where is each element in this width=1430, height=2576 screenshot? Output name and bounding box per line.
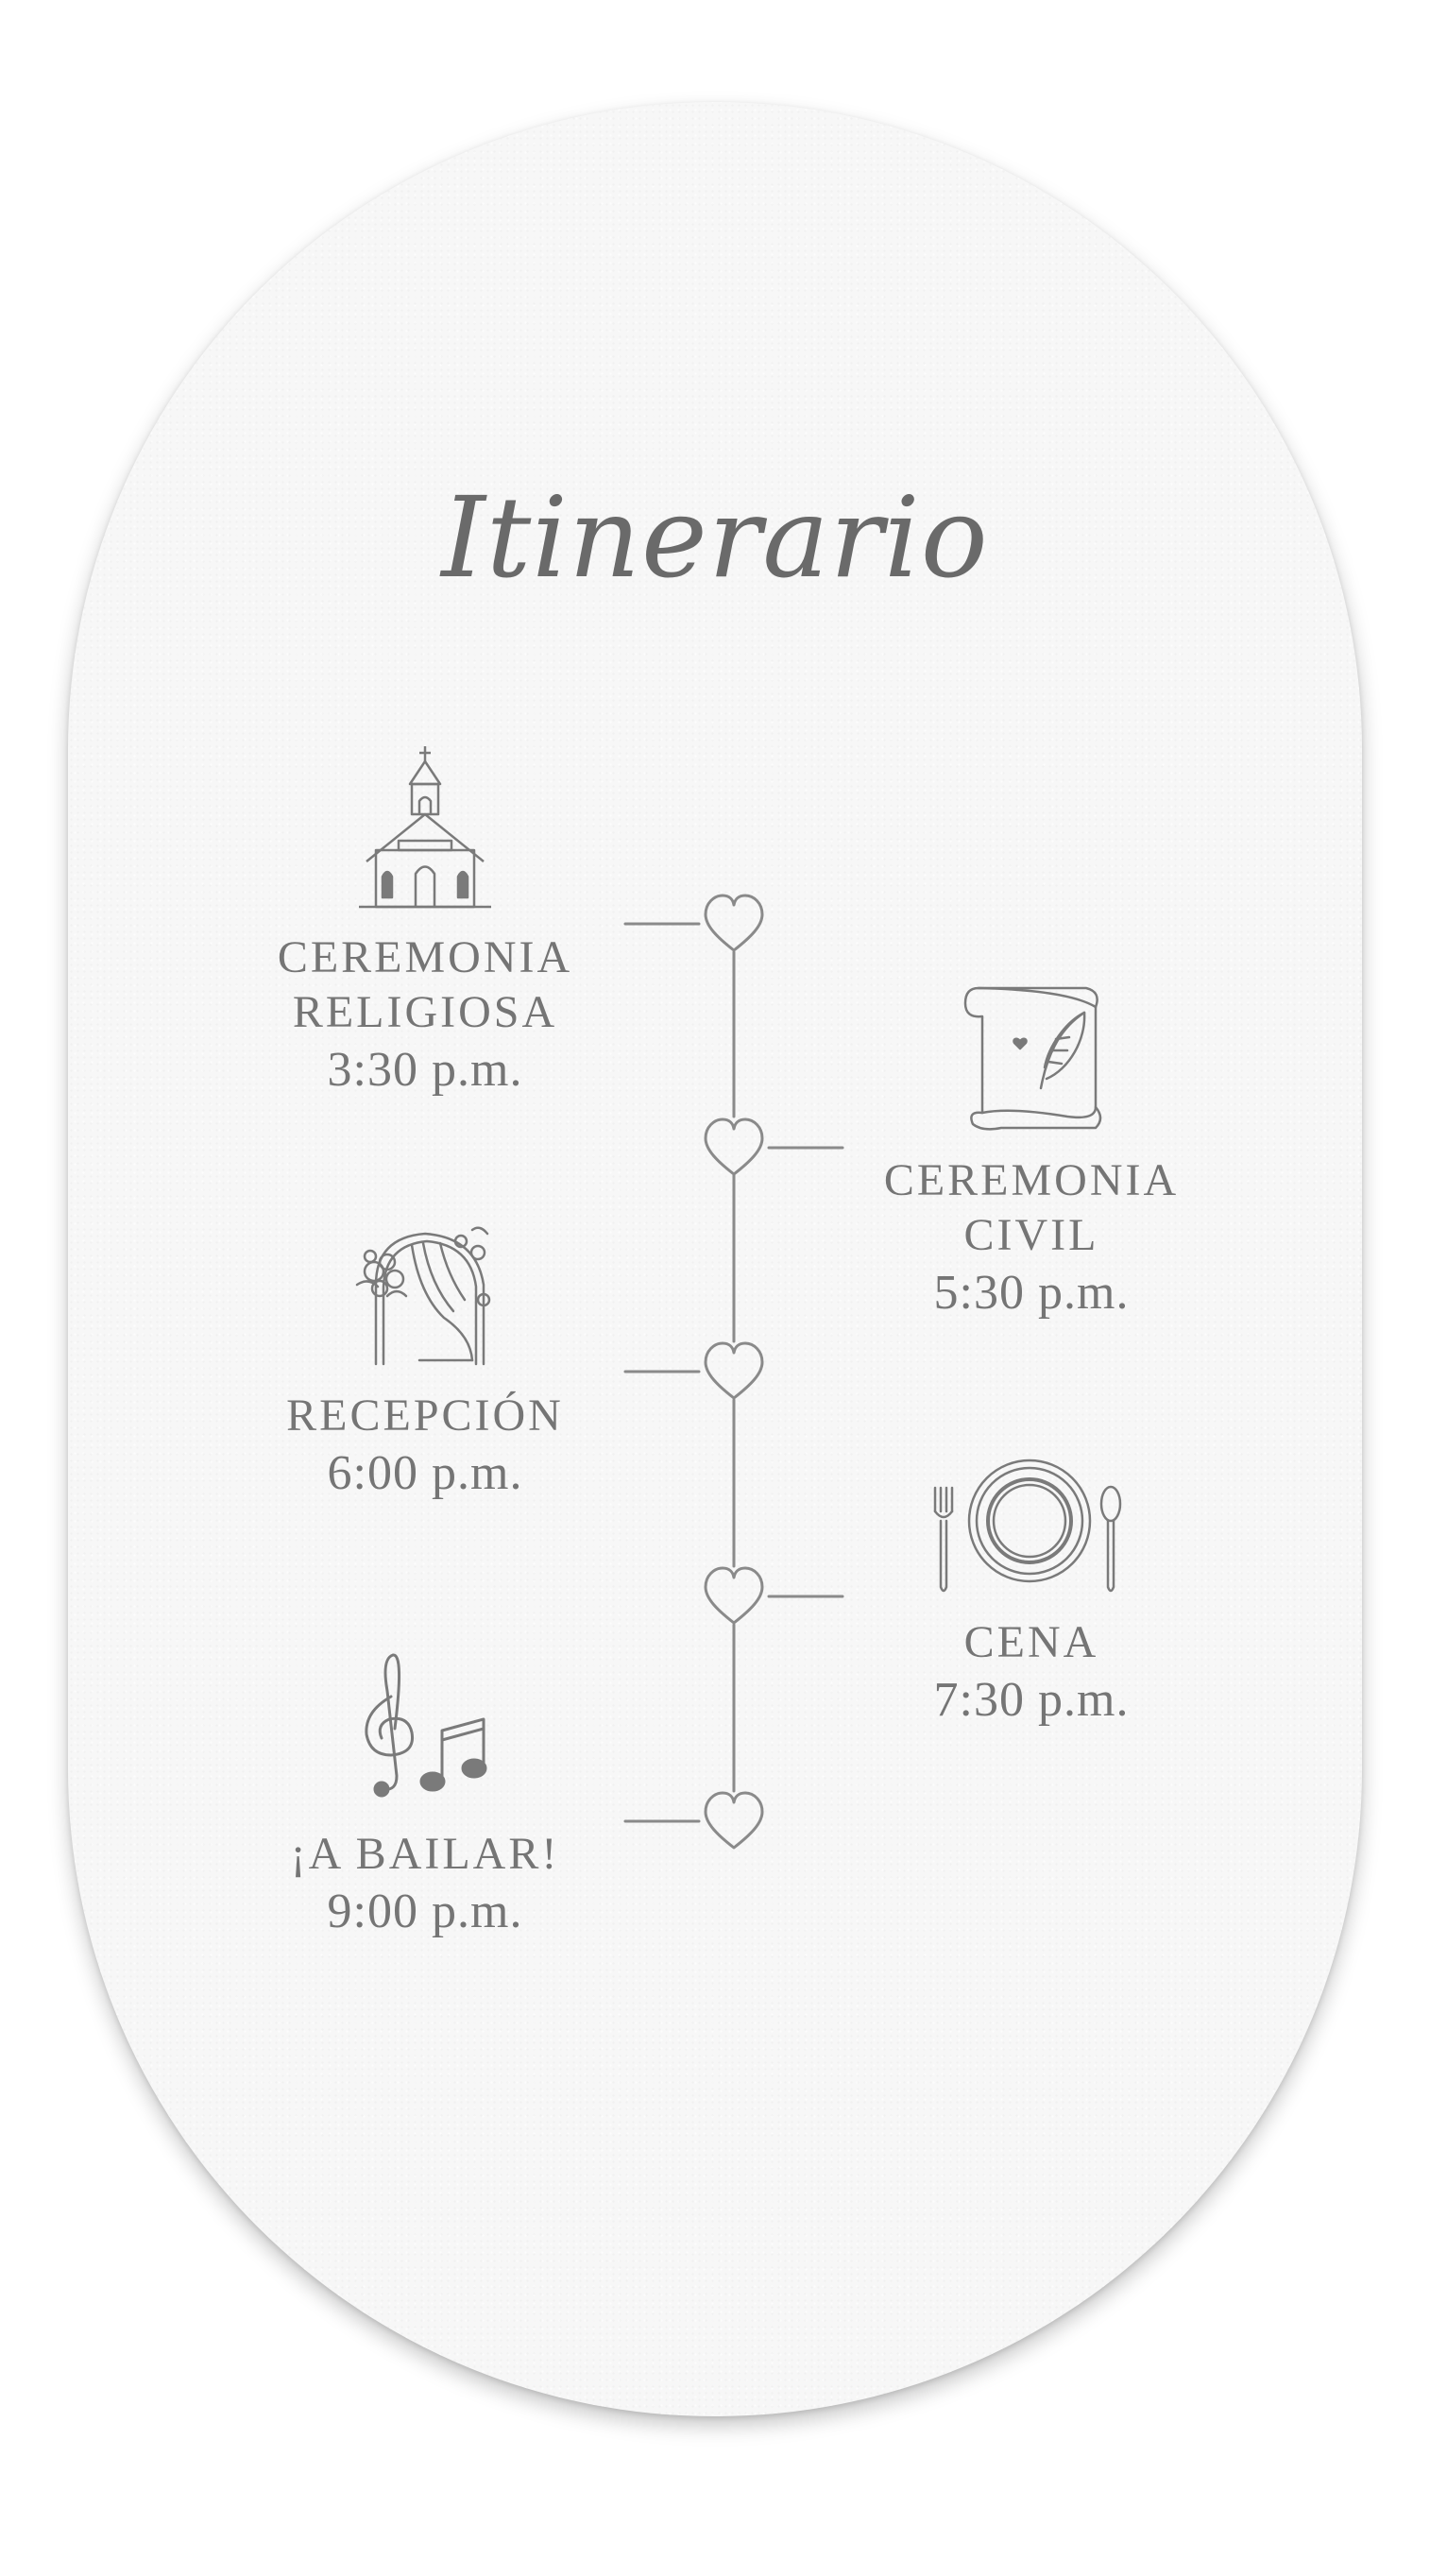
church-icon [359, 746, 491, 909]
event-name-line2: RELIGIOSA [292, 987, 558, 1037]
heart-icon [704, 1117, 764, 1176]
heart-icon [704, 1341, 764, 1400]
event-name-line1: CEREMONIA [277, 932, 573, 982]
event-name-line1: RECEPCIÓN [286, 1390, 564, 1441]
heart-icon [704, 1791, 764, 1850]
event-name-line2: CIVIL [963, 1210, 1099, 1260]
event-time: 5:30 p.m. [933, 1266, 1130, 1320]
heart-icon [704, 894, 764, 952]
event-cena: CENA 7:30 p.m. [786, 1615, 1277, 1731]
event-ceremonia-civil: CEREMONIA CIVIL 5:30 p.m. [786, 1153, 1277, 1323]
floral-arch-icon [355, 1226, 491, 1366]
plate-cutlery-icon [933, 1459, 1122, 1593]
event-name-line1: CENA [963, 1617, 1099, 1667]
event-time: 9:00 p.m. [327, 1885, 523, 1938]
event-time: 6:00 p.m. [327, 1446, 523, 1500]
page-title: Itinerario [441, 472, 989, 603]
event-time: 7:30 p.m. [933, 1673, 1130, 1727]
music-notes-icon [365, 1653, 487, 1798]
scroll-quill-icon [963, 986, 1102, 1131]
event-a-bailar: ¡A BAILAR! 9:00 p.m. [179, 1827, 671, 1942]
event-time: 3:30 p.m. [327, 1043, 523, 1097]
event-ceremonia-religiosa: CEREMONIA RELIGIOSA 3:30 p.m. [179, 930, 671, 1100]
heart-icon [704, 1566, 764, 1625]
event-recepcion: RECEPCIÓN 6:00 p.m. [179, 1389, 671, 1504]
event-name-line1: CEREMONIA [883, 1155, 1180, 1205]
event-name-line1: ¡A BAILAR! [290, 1829, 560, 1879]
